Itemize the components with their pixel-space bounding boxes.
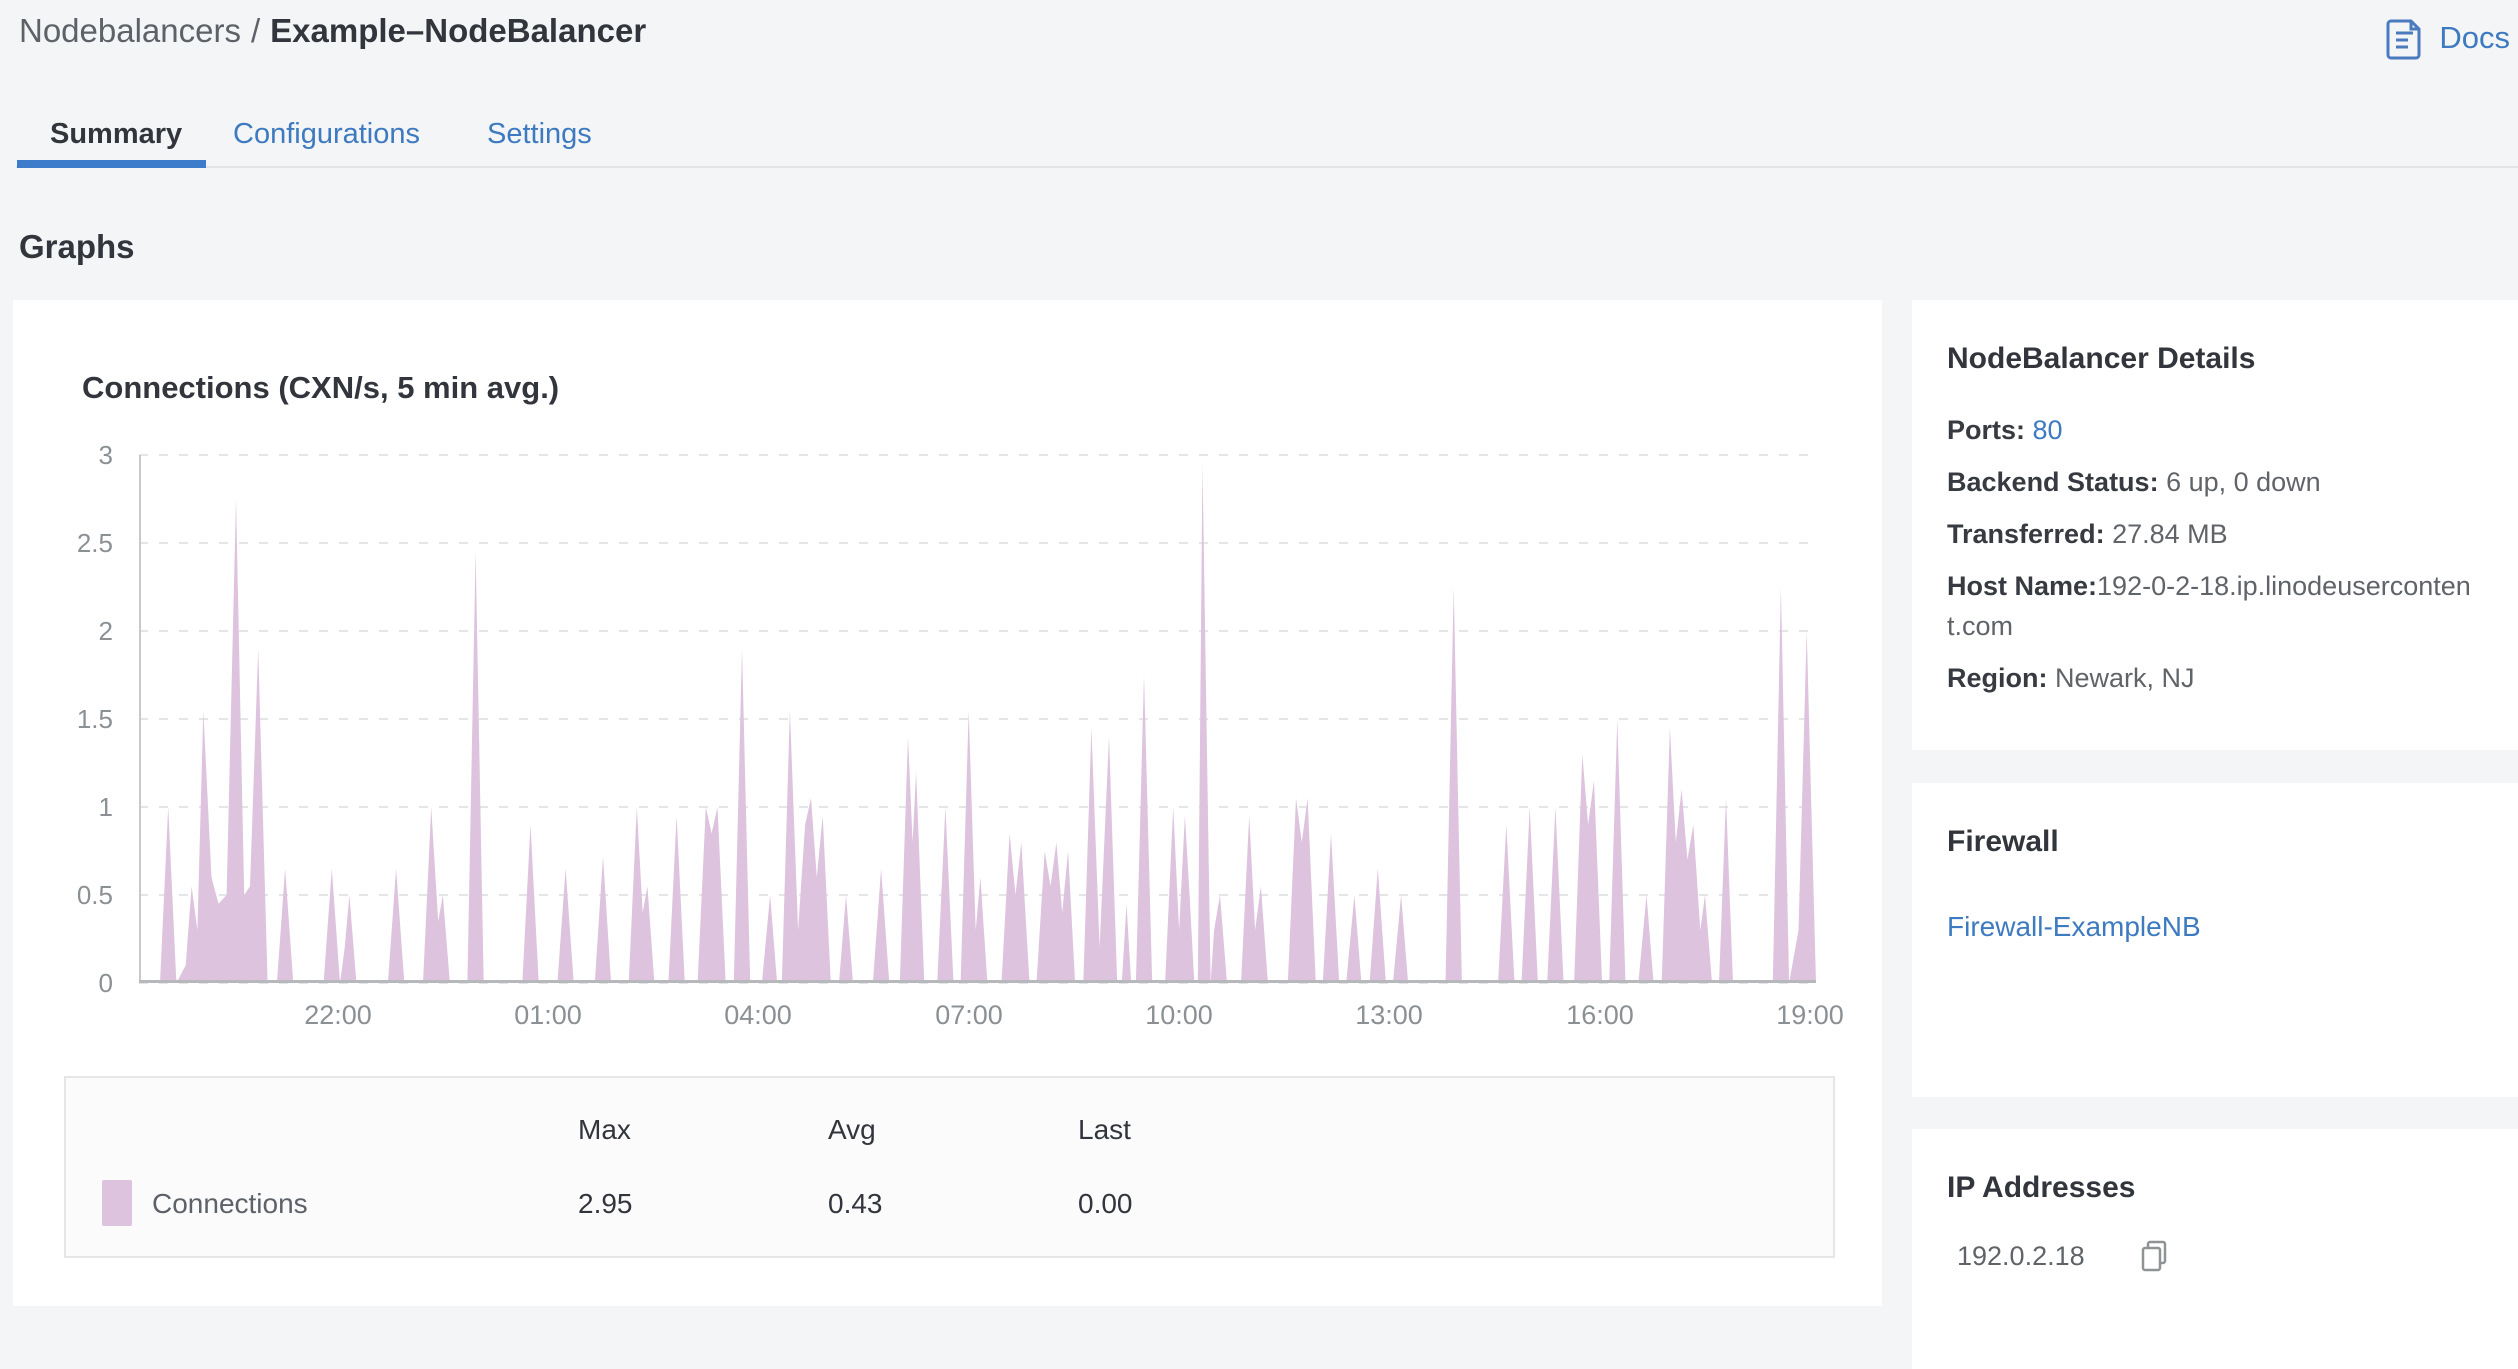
docs-label: Docs <box>2439 20 2510 55</box>
y-tick-label: 2 <box>98 616 113 646</box>
y-tick-label: 3 <box>98 440 113 470</box>
region-label: Region: <box>1947 663 2048 693</box>
firewall-panel-title: Firewall <box>1947 825 2059 858</box>
docs-icon <box>2385 16 2425 60</box>
hostname-value: 192-0-2-18.ip.linodeusercontent.com <box>1947 571 2471 641</box>
copy-ip-icon[interactable] <box>2139 1239 2169 1273</box>
details-panel-title: NodeBalancer Details <box>1947 342 2256 375</box>
connections-series-swatch <box>102 1180 132 1226</box>
firewall-panel: Firewall Firewall-ExampleNB <box>1912 783 2518 1097</box>
detail-hostname: Host Name:192-0-2-18.ip.linodeuserconten… <box>1947 566 2477 646</box>
legend-header-avg: Avg <box>828 1114 876 1145</box>
connections-chart <box>139 454 1816 984</box>
y-axis-labels: 0 0.5 1 1.5 2 2.5 3 <box>0 0 113 1306</box>
legend-value-last: 0.00 <box>1078 1188 1133 1219</box>
active-tab-indicator <box>17 160 206 168</box>
x-axis-labels: 22:00 01:00 04:00 07:00 10:00 13:00 16:00 19:00 <box>0 1000 2518 1040</box>
page-title: Graphs <box>19 228 135 265</box>
legend-header-max: Max <box>578 1114 631 1145</box>
x-tick-label: 10:00 <box>1145 1000 1213 1030</box>
ip-addresses-panel: IP Addresses 192.0.2.18 <box>1912 1129 2518 1369</box>
legend-series-name: Connections <box>152 1188 308 1219</box>
breadcrumb-separator: / <box>250 12 261 49</box>
port-80-link[interactable]: 80 <box>2032 415 2063 445</box>
y-tick-label: 1.5 <box>76 704 113 734</box>
breadcrumb-nodebalancers-link[interactable]: Nodebalancers <box>19 12 241 49</box>
tab-configurations[interactable]: Configurations <box>233 118 420 150</box>
y-tick-label: 1 <box>98 792 113 822</box>
legend-value-max: 2.95 <box>578 1188 633 1219</box>
legend-value-avg: 0.43 <box>828 1188 883 1219</box>
x-tick-label: 16:00 <box>1566 1000 1634 1030</box>
docs-link[interactable]: Docs <box>2385 16 2510 60</box>
tab-settings[interactable]: Settings <box>487 118 592 150</box>
ip-address-value: 192.0.2.18 <box>1957 1240 2085 1271</box>
tab-bar: Summary Configurations Settings <box>0 108 2518 170</box>
y-tick-label: 2.5 <box>76 528 113 558</box>
nodebalancer-details-panel: NodeBalancer Details Ports: 80 Backend S… <box>1912 300 2518 750</box>
x-tick-label: 22:00 <box>304 1000 372 1030</box>
detail-backend-status: Backend Status: 6 up, 0 down <box>1947 462 2477 502</box>
backend-status-label: Backend Status: <box>1947 467 2159 497</box>
chart-title: Connections (CXN/s, 5 min avg.) <box>82 370 560 405</box>
x-tick-label: 07:00 <box>935 1000 1003 1030</box>
ports-label: Ports: <box>1947 415 2026 445</box>
y-tick-label: 0 <box>98 968 113 998</box>
x-tick-label: 01:00 <box>514 1000 582 1030</box>
transferred-label: Transferred: <box>1947 519 2105 549</box>
legend-table: Max Avg Last Connections 2.95 0.43 0.00 <box>64 1076 1835 1258</box>
firewall-example-nb-link[interactable]: Firewall-ExampleNB <box>1947 911 2201 942</box>
region-value: Newark, NJ <box>2055 663 2195 693</box>
transferred-value: 27.84 MB <box>2112 519 2228 549</box>
backend-status-value: 6 up, 0 down <box>2166 467 2321 497</box>
x-tick-label: 19:00 <box>1776 1000 1844 1030</box>
legend-header-last: Last <box>1078 1114 1131 1145</box>
x-tick-label: 13:00 <box>1355 1000 1423 1030</box>
hostname-label: Host Name: <box>1947 571 2098 601</box>
tab-summary[interactable]: Summary <box>50 118 183 150</box>
detail-ports: Ports: 80 <box>1947 410 2477 450</box>
breadcrumb-current-nodebalancer: Example–NodeBalancer <box>270 12 647 49</box>
ip-address-row: 192.0.2.18 <box>1957 1239 2512 1273</box>
breadcrumb: Nodebalancers / Example–NodeBalancer <box>19 12 646 50</box>
detail-region: Region: Newark, NJ <box>1947 658 2477 698</box>
detail-transferred: Transferred: 27.84 MB <box>1947 514 2477 554</box>
ip-panel-title: IP Addresses <box>1947 1171 2136 1204</box>
y-tick-label: 0.5 <box>76 880 113 910</box>
x-tick-label: 04:00 <box>724 1000 792 1030</box>
tab-bar-divider <box>16 166 2518 168</box>
